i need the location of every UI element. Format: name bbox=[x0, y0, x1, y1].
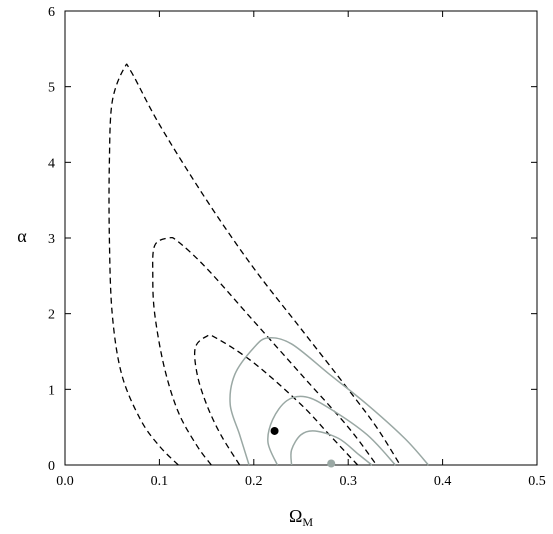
contour-line bbox=[290, 430, 373, 466]
y-tick-label: 5 bbox=[48, 81, 55, 96]
y-axis-label: α bbox=[17, 226, 27, 246]
y-tick-label: 1 bbox=[48, 383, 55, 398]
contour-line bbox=[229, 336, 430, 466]
x-tick-label: 0.4 bbox=[434, 474, 452, 489]
x-tick-label: 0.5 bbox=[528, 474, 546, 489]
y-tick-label: 4 bbox=[48, 156, 55, 171]
y-tick-label: 6 bbox=[48, 5, 55, 20]
x-tick-label: 0.0 bbox=[56, 474, 74, 489]
y-tick-label: 0 bbox=[48, 459, 55, 474]
x-axis-label: ΩM bbox=[289, 506, 313, 529]
contour-line bbox=[267, 395, 396, 466]
y-tick-label: 3 bbox=[48, 232, 55, 247]
best-fit-point bbox=[327, 459, 336, 468]
y-tick-label: 2 bbox=[48, 308, 55, 323]
contour-line bbox=[108, 63, 401, 466]
x-axis-label-main: Ω bbox=[289, 506, 302, 526]
x-axis-label-subscript: M bbox=[302, 515, 313, 529]
x-tick-label: 0.1 bbox=[151, 474, 169, 489]
contour-line bbox=[193, 334, 359, 466]
x-tick-label: 0.2 bbox=[245, 474, 263, 489]
x-tick-label: 0.3 bbox=[339, 474, 357, 489]
contour-line bbox=[152, 236, 378, 466]
best-fit-point bbox=[270, 426, 279, 435]
